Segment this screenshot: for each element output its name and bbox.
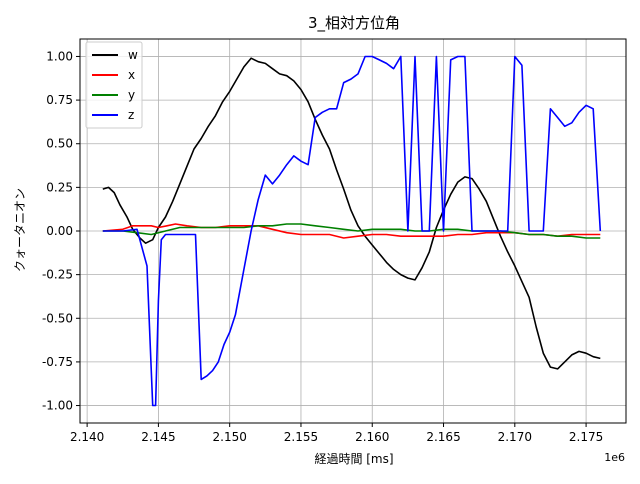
y-tick-label: -0.75 (42, 355, 73, 369)
x-tick-label: 2.170 (498, 430, 532, 444)
y-tick-label: 0.50 (46, 137, 73, 151)
grid-lines (80, 39, 626, 423)
x-tick-label: 2.155 (284, 430, 318, 444)
x-tick-label: 2.175 (569, 430, 603, 444)
y-tick-label: -0.25 (42, 268, 73, 282)
legend-label-y: y (128, 88, 135, 102)
y-tick-label: 0.00 (46, 224, 73, 238)
x-tick-label: 2.160 (355, 430, 389, 444)
x-tick-label: 2.140 (70, 430, 104, 444)
series-line-y (102, 223, 601, 239)
chart-title: 3_相対方位角 (308, 14, 400, 33)
legend-label-z: z (128, 108, 134, 122)
series-line-w (102, 57, 601, 370)
y-tick-label: 0.25 (46, 180, 73, 194)
y-ticks: 1.00 0.75 0.50 0.25 0.00 -0.25 -0.50 -0.75 -1.00 (42, 49, 80, 413)
y-tick-label: -0.50 (42, 311, 73, 325)
x-tick-label: 2.150 (213, 430, 247, 444)
x-ticks: 2.140 2.145 2.150 2.155 2.160 2.165 2.170 2.175 (70, 423, 603, 444)
x-axis-label: 経過時間 [ms] (314, 452, 393, 466)
legend-box (85, 41, 143, 129)
y-axis-label: クォータニオン (13, 188, 27, 272)
series-line-z (102, 55, 602, 407)
y-tick-label: 1.00 (46, 49, 73, 63)
legend-label-x: x (128, 68, 135, 82)
x-axis-offset-label: 1e6 (604, 451, 625, 464)
y-tick-label: -1.00 (42, 399, 73, 413)
x-tick-label: 2.145 (141, 430, 175, 444)
series-lines (102, 55, 602, 407)
y-tick-label: 0.75 (46, 93, 73, 107)
legend-label-w: w (128, 48, 138, 62)
x-tick-label: 2.165 (426, 430, 460, 444)
